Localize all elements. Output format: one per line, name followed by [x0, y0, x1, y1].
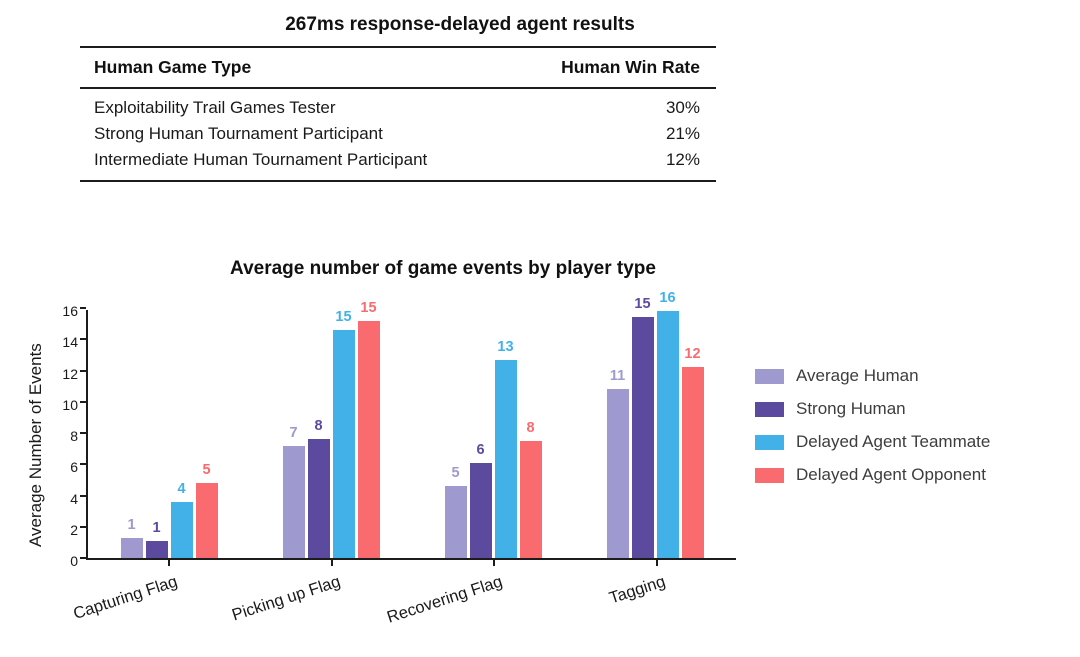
y-tick-mark	[80, 338, 86, 341]
bar-delayed-agent-opponent: 5	[195, 462, 218, 558]
bar-group-picking-up-flag: 7 8 15 15	[282, 300, 380, 558]
y-tick-mark	[80, 463, 86, 466]
y-tick-mark	[80, 557, 86, 559]
bar-delayed-agent-teammate: 4	[170, 481, 193, 558]
bar-average-human: 11	[606, 368, 629, 558]
legend-label: Average Human	[796, 366, 919, 385]
x-category-label-capturing-flag: Capturing Flag	[71, 572, 180, 624]
y-tick-label: 2	[70, 521, 78, 538]
results-table: Human Game Type Human Win Rate Exploitabi…	[80, 46, 716, 182]
table-row: Strong Human Tournament Participant 21%	[80, 121, 716, 147]
bar-value-label: 8	[314, 418, 323, 435]
game-type-cell: Exploitability Trail Games Tester	[94, 98, 336, 117]
bar-value-label: 4	[177, 480, 186, 497]
y-tick-label: 0	[70, 553, 78, 569]
bar-value-label: 11	[609, 368, 626, 385]
x-category-label-tagging: Tagging	[606, 572, 668, 608]
bar-value-label: 1	[127, 516, 136, 533]
x-tick-mark	[493, 560, 496, 566]
bar-value-label: 7	[289, 424, 298, 441]
y-tick-mark	[80, 369, 86, 372]
table-row: Intermediate Human Tournament Participan…	[80, 147, 716, 181]
win-rate-cell: 21%	[665, 124, 700, 143]
bar-value-label: 6	[476, 441, 485, 458]
legend-swatch	[755, 467, 784, 483]
y-tick-mark	[80, 307, 86, 309]
x-tick-mark	[655, 560, 658, 566]
game-type-cell: Intermediate Human Tournament Participan…	[94, 150, 428, 169]
legend-swatch	[755, 434, 784, 450]
y-tick-mark	[80, 494, 86, 497]
y-tick-label: 8	[70, 428, 78, 444]
game-type-cell: Strong Human Tournament Participant	[94, 124, 383, 143]
bar-chart: Average Number of Events 0 2 4 6 8 10 12 14 16 1…	[26, 290, 750, 630]
bar-strong-human: 1	[145, 520, 168, 558]
legend-item-strong-human: Strong Human	[755, 399, 990, 419]
bar-value-label: 15	[335, 308, 352, 325]
y-axis-label: Average Number of Events	[26, 343, 45, 547]
y-tick-label: 6	[70, 459, 78, 476]
chart-legend: Average Human Strong Human Delayed Agent T…	[755, 366, 990, 485]
y-axis-ticks: 0 2 4 6 8 10 12 14 16	[54, 303, 80, 569]
bar-delayed-agent-opponent: 15	[357, 300, 380, 558]
bar-strong-human: 8	[307, 418, 330, 558]
plot-area: 1 1 4 5 7 8 15 15 5 6 13 8 11 15 16 12 Capturing Flag Pi…	[71, 290, 736, 627]
bar-value-label: 15	[634, 296, 651, 313]
legend-label: Delayed Agent Opponent	[796, 465, 986, 484]
bar-delayed-agent-teammate: 16	[656, 290, 679, 558]
y-tick-label: 14	[62, 334, 78, 351]
bar-delayed-agent-opponent: 8	[519, 420, 542, 558]
legend-item-delayed-agent-opponent: Delayed Agent Opponent	[755, 465, 990, 485]
win-rate-cell: 12%	[665, 150, 700, 169]
bar-delayed-agent-teammate: 15	[332, 309, 355, 558]
bar-average-human: 5	[444, 465, 467, 558]
legend-label: Delayed Agent Teammate	[796, 432, 991, 451]
bar-strong-human: 6	[469, 442, 492, 558]
bar-group-recovering-flag: 5 6 13 8	[444, 339, 542, 558]
bar-value-label: 12	[684, 346, 701, 363]
x-category-label-picking-up-flag: Picking up Flag	[229, 572, 343, 625]
bar-value-label: 15	[360, 299, 377, 316]
x-category-label-recovering-flag: Recovering Flag	[385, 572, 505, 627]
bar-value-label: 13	[497, 338, 514, 355]
column-header-human-game-type: Human Game Type	[94, 57, 252, 77]
table-body: Exploitability Trail Games Tester 30% Stro…	[80, 88, 716, 181]
bar-average-human: 7	[282, 425, 305, 558]
bar-value-label: 5	[451, 465, 460, 482]
column-header-human-win-rate: Human Win Rate	[561, 57, 700, 77]
bar-value-label: 16	[659, 290, 676, 307]
bar-value-label: 1	[152, 519, 161, 536]
bar-delayed-agent-opponent: 12	[681, 346, 704, 558]
bar-strong-human: 15	[631, 296, 654, 558]
bar-value-label: 5	[202, 462, 211, 478]
bar-groups: 1 1 4 5 7 8 15 15 5 6 13 8 11 15 16 12	[88, 290, 736, 558]
y-tick-mark	[80, 432, 86, 434]
y-tick-label: 10	[62, 396, 78, 413]
bar-delayed-agent-teammate: 13	[494, 339, 517, 558]
chart-title: Average number of game events by player …	[230, 258, 656, 279]
x-axis-labels: Capturing Flag Picking up Flag Recovering …	[71, 558, 736, 628]
y-tick-mark	[80, 400, 86, 403]
y-tick-label: 16	[62, 303, 78, 319]
legend-item-average-human: Average Human	[755, 366, 990, 386]
win-rate-cell: 30%	[665, 98, 700, 117]
legend-item-delayed-agent-teammate: Delayed Agent Teammate	[755, 432, 990, 452]
x-tick-mark	[168, 560, 171, 566]
y-tick-label: 12	[62, 365, 78, 382]
bar-value-label: 8	[526, 419, 535, 436]
legend-swatch	[755, 368, 784, 384]
x-tick-mark	[330, 560, 333, 566]
y-tick-mark	[80, 525, 86, 528]
table-header-row: Human Game Type Human Win Rate	[80, 47, 716, 88]
table-title: 267ms response-delayed agent results	[285, 14, 635, 35]
y-tick-label: 4	[70, 490, 78, 507]
bar-group-tagging: 11 15 16 12	[606, 290, 704, 558]
table-row: Exploitability Trail Games Tester 30%	[80, 88, 716, 121]
bar-average-human: 1	[120, 517, 143, 558]
legend-label: Strong Human	[796, 399, 906, 418]
legend-swatch	[755, 401, 784, 417]
